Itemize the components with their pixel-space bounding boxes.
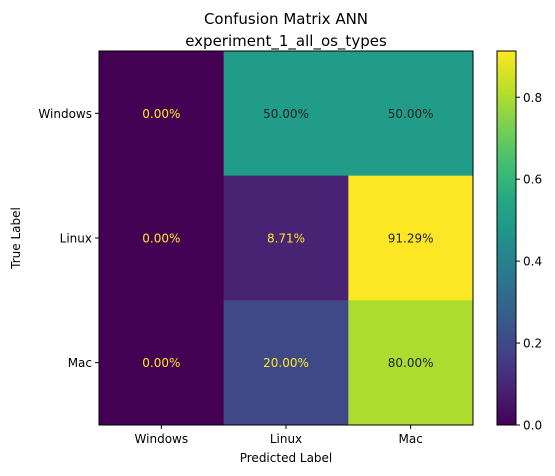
colorbar [496, 50, 517, 426]
cell-value-label: 50.00% [263, 107, 309, 121]
x-axis-ticks: Windows Linux Mac [135, 425, 423, 446]
chart-title: Confusion Matrix ANN [204, 10, 368, 28]
cell-value-label: 80.00% [388, 356, 434, 370]
heatmap-cell-labels: 0.00% 50.00% 50.00% 0.00% 8.71% 91.29% 0.00% 20… [142, 107, 433, 370]
x-axis-label: Predicted Label [240, 451, 333, 465]
colorbar-tick-label: 0.4 [523, 255, 542, 269]
cell-value-label: 20.00% [263, 356, 309, 370]
x-tick-label: Mac [399, 432, 423, 446]
cell-value-label: 50.00% [388, 107, 434, 121]
heatmap-cell [348, 51, 474, 177]
heatmap-cell [223, 175, 349, 301]
y-axis-label: True Label [9, 207, 23, 270]
heatmap-cell [99, 51, 225, 177]
colorbar-tick-label: 0.8 [523, 91, 542, 105]
x-tick-label: Linux [270, 432, 302, 446]
heatmap-cell [223, 300, 349, 426]
heatmap-cell [348, 175, 474, 301]
y-tick-label: Linux [60, 232, 92, 246]
heatmap-cells [99, 51, 474, 426]
x-tick-label: Windows [135, 432, 189, 446]
heatmap-cell [348, 300, 474, 426]
cell-value-label: 0.00% [142, 356, 180, 370]
y-tick-label: Windows [38, 107, 92, 121]
chart-subtitle: experiment_1_all_os_types [185, 32, 387, 51]
y-tick-label: Mac [68, 356, 92, 370]
y-axis-ticks: Windows Linux Mac [38, 107, 99, 370]
cell-value-label: 0.00% [142, 232, 180, 246]
heatmap-cell [223, 51, 349, 177]
heatmap-cell [99, 300, 225, 426]
heatmap-cell [99, 175, 225, 301]
cell-value-label: 8.71% [267, 232, 305, 246]
cell-value-label: 91.29% [388, 232, 434, 246]
colorbar-tick-label: 0.0 [523, 419, 542, 433]
cell-value-label: 0.00% [142, 107, 180, 121]
colorbar-tick-label: 0.2 [523, 337, 542, 351]
colorbar-ticks: 0.0 0.2 0.4 0.6 0.8 [516, 91, 542, 433]
colorbar-tick-label: 0.6 [523, 173, 542, 187]
